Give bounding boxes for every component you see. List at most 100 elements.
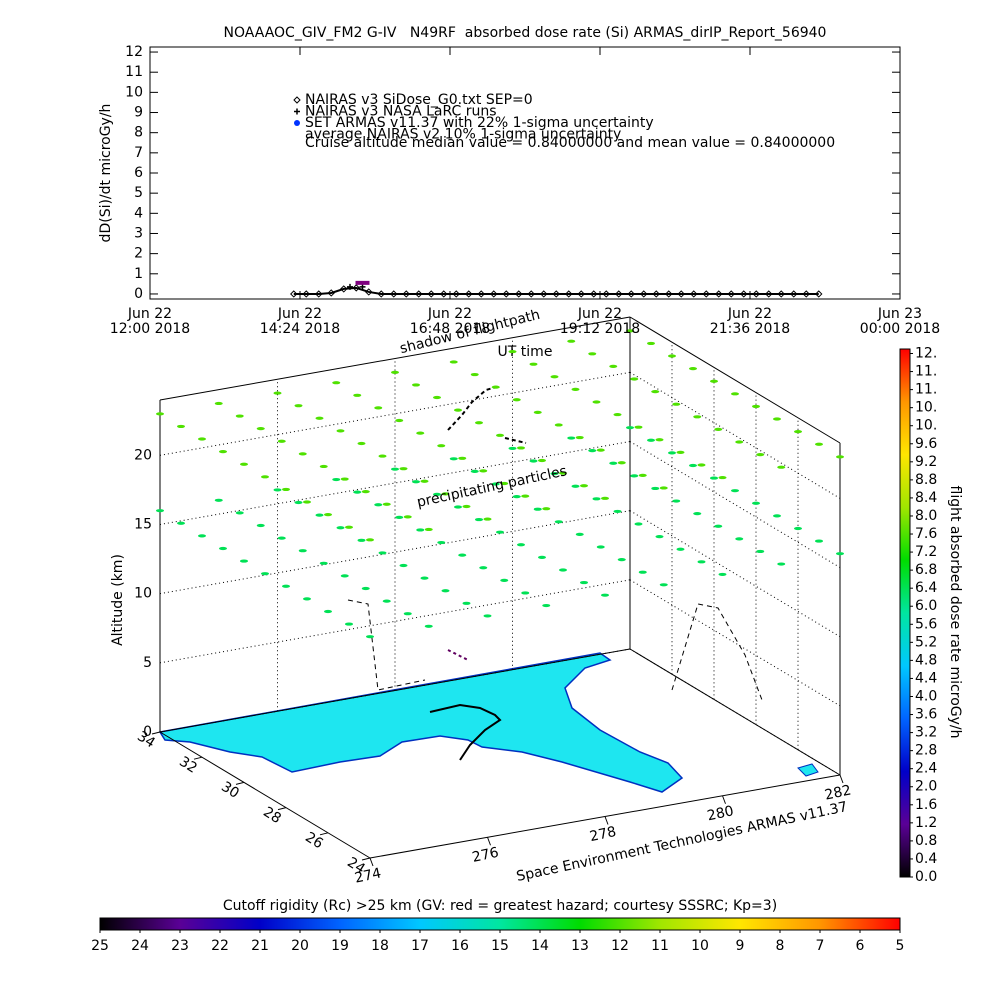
y-tick-label: 0 [134, 286, 143, 302]
x-tick-label: Jun 22 12:00 2018 [109, 306, 191, 337]
y-tick [151, 731, 161, 735]
point [315, 290, 323, 298]
particle [491, 482, 500, 486]
particle [529, 459, 538, 463]
particle [630, 377, 639, 381]
particle [458, 456, 467, 460]
particle [462, 504, 471, 509]
particle [735, 537, 744, 541]
point [552, 290, 560, 298]
particle [659, 486, 668, 490]
particle [433, 395, 441, 400]
x-tick-label: 280 [706, 803, 735, 824]
particle [571, 484, 580, 488]
particle [601, 593, 609, 597]
particle [567, 339, 576, 343]
particle [693, 512, 702, 516]
particle [794, 430, 802, 434]
particle [500, 481, 509, 486]
point [402, 290, 410, 298]
y-tick-label: 30 [218, 779, 242, 802]
particle [601, 496, 609, 500]
particle [596, 545, 605, 549]
particle [609, 461, 618, 465]
colorbar-tick-label: 4.0 [915, 688, 937, 704]
colorbar-tick-label: 0.4 [915, 851, 937, 867]
particle [391, 467, 399, 471]
box-edge [629, 316, 841, 444]
particle [399, 563, 408, 568]
colorbar-tick-label: 8.0 [915, 508, 937, 524]
particle [424, 527, 433, 532]
particle [533, 410, 542, 414]
particle [449, 457, 458, 461]
grid-line [629, 510, 841, 638]
point [802, 290, 810, 298]
point [640, 290, 648, 298]
particle [697, 560, 706, 564]
particle [777, 465, 786, 469]
particle [613, 509, 622, 514]
colorbar-tick-label: 9 [736, 938, 745, 954]
particle [538, 458, 546, 463]
particle [336, 429, 345, 433]
particle [470, 469, 479, 473]
particle [416, 528, 425, 532]
colorbar-tick-label: 21 [251, 938, 269, 954]
particle [156, 509, 164, 513]
particle [475, 517, 483, 522]
point [440, 290, 448, 298]
x-axis-label: UT time [498, 344, 553, 360]
particle [718, 475, 727, 480]
particle [420, 576, 429, 580]
particle [294, 404, 303, 408]
point [815, 290, 823, 298]
colorbar-tick-label: 5 [896, 938, 905, 954]
point [452, 290, 460, 298]
colorbar-tick-label: 25 [91, 938, 109, 954]
particle [361, 490, 370, 494]
particle [395, 515, 404, 519]
colorbar-tick-label: 2.0 [915, 779, 937, 795]
z-tick-label: 10 [134, 586, 152, 602]
point [327, 289, 335, 297]
flight-path-upper [504, 437, 527, 444]
x-tick-label: Jun 22 14:24 2018 [259, 306, 341, 337]
average-bar [355, 280, 370, 285]
particle [672, 499, 681, 503]
particle [634, 425, 643, 429]
legend-label: average NAIRAS v2 10% 1-sigma uncertaint… [305, 127, 621, 143]
particle [517, 543, 525, 547]
z-tick-label: 20 [134, 447, 152, 463]
point [359, 283, 366, 290]
y-tick-label: 1 [134, 266, 143, 282]
particle [731, 392, 739, 396]
particle [617, 557, 626, 562]
y-tick-label: 2 [134, 246, 143, 262]
particle [731, 489, 739, 493]
x-tick [604, 816, 609, 825]
y-tick [361, 857, 371, 861]
particle [235, 414, 244, 418]
x-tick-label: 274 [353, 865, 383, 886]
particle [353, 393, 362, 397]
particle [575, 532, 584, 536]
point [777, 290, 785, 298]
particle [382, 599, 391, 603]
particle [693, 415, 702, 419]
y-tick-label: 5 [134, 185, 143, 201]
particle [424, 624, 433, 628]
particle [571, 387, 580, 391]
y-tick-label: 28 [260, 804, 284, 827]
particle [794, 526, 802, 531]
particle [416, 431, 425, 435]
particle [521, 494, 530, 498]
particle [277, 536, 286, 540]
y-tick-label: 8 [134, 125, 143, 141]
colorbar-tick-label: 1.6 [915, 797, 937, 813]
particle [273, 391, 282, 395]
point [752, 290, 760, 298]
colorbar-tick-label: 10 [691, 938, 709, 954]
grid-line [629, 371, 841, 499]
